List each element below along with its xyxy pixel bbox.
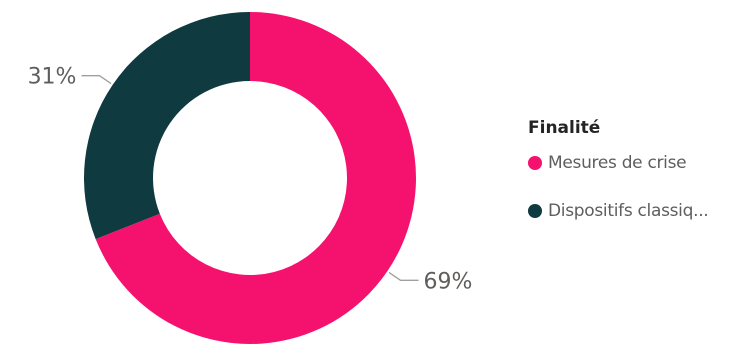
- legend-label: Dispositifs classiq...: [548, 201, 709, 221]
- donut-slices: [83, 12, 416, 345]
- legend-item-0[interactable]: Mesures de crise: [528, 152, 748, 174]
- donut-slice-1[interactable]: [83, 12, 250, 240]
- legend-items: Mesures de crise Dispositifs classiq...: [528, 152, 748, 222]
- data-label-0: 69%: [424, 269, 473, 294]
- data-labels: 69% 31%: [28, 65, 473, 295]
- leader-line-1: [81, 75, 112, 85]
- legend-item-1[interactable]: Dispositifs classiq...: [528, 200, 748, 222]
- legend: Finalité Mesures de crise Dispositifs cla…: [528, 118, 748, 248]
- legend-swatch-icon: [528, 204, 542, 218]
- label-leader-lines: [81, 75, 419, 281]
- legend-swatch-icon: [528, 156, 542, 170]
- leader-line-0: [388, 271, 419, 281]
- data-label-1: 31%: [28, 65, 77, 90]
- legend-title: Finalité: [528, 118, 601, 138]
- legend-label: Mesures de crise: [548, 153, 687, 173]
- donut-slice-0[interactable]: [95, 12, 416, 345]
